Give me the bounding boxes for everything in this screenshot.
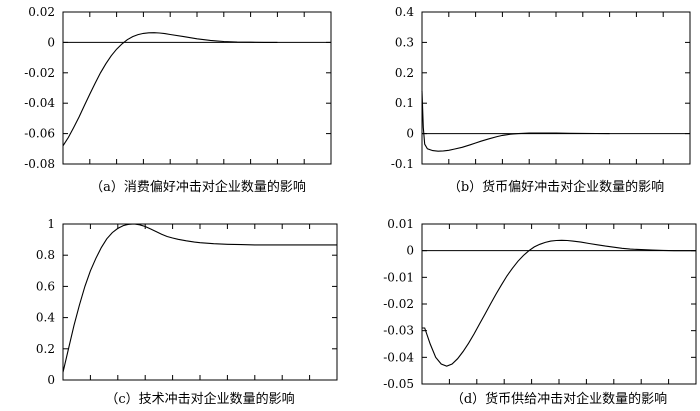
- y-tick-label: 0.2: [36, 342, 55, 356]
- x-axis: [62, 12, 332, 164]
- panel-caption: （c）技术冲击对企业数量的影响: [105, 391, 294, 407]
- y-tick-label: 0.02: [28, 5, 55, 19]
- y-tick-label: 0.1: [395, 96, 414, 110]
- y-tick-label: -0.06: [24, 127, 55, 141]
- y-tick-label: 1: [47, 217, 55, 231]
- y-tick-label: -0.01: [383, 270, 414, 284]
- panel-caption: （b）货币偏好冲击对企业数量的影响: [448, 179, 664, 195]
- series-lines: [422, 239, 696, 367]
- x-axis: [421, 224, 697, 384]
- y-tick-label: -0.02: [383, 297, 414, 311]
- plot-frame: [62, 11, 332, 165]
- series-lines: [62, 32, 331, 147]
- series-line: [62, 32, 278, 147]
- y-tick-label: 0: [406, 244, 414, 258]
- plot-frame: [421, 223, 697, 385]
- x-axis: [62, 224, 338, 380]
- plot-frame: [421, 11, 691, 165]
- y-tick-label: -0.04: [24, 96, 55, 110]
- panel-d: 0.01 0 -0.01 -0.02 -0.03 -0.04 -0.05 （d）货币供给冲击…: [383, 217, 697, 407]
- y-axis: 1 0.8 0.6 0.4 0.2 0: [36, 217, 337, 387]
- y-tick-label: 0: [47, 35, 55, 49]
- panel-a: 0.02 0 -0.02 -0.04 -0.06 -0.08 （a）消费偏好冲击对企业数量…: [24, 5, 332, 195]
- y-tick-label: -0.05: [383, 377, 414, 391]
- y-tick-label: -0.08: [24, 157, 55, 171]
- y-tick-label: 0.8: [36, 248, 55, 262]
- series-lines: [421, 90, 690, 152]
- y-axis: 0.01 0 -0.01 -0.02 -0.03 -0.04 -0.05: [383, 217, 696, 391]
- y-tick-label: 0: [47, 373, 55, 387]
- panel-caption: （d）货币供给冲击对企业数量的影响: [451, 391, 667, 407]
- y-tick-label: -0.1: [391, 157, 414, 171]
- panel-caption: （a）消费偏好冲击对企业数量的影响: [90, 179, 306, 195]
- series-line: [422, 239, 696, 367]
- panel-c: 1 0.8 0.6 0.4 0.2 0 （c）技术冲击对企业数量的影响: [36, 217, 338, 407]
- y-tick-label: 0.4: [395, 5, 414, 19]
- y-tick-label: 0: [406, 127, 414, 141]
- plot-frame: [62, 223, 338, 381]
- y-tick-label: 0.2: [395, 66, 414, 80]
- y-tick-label: 0.6: [36, 279, 55, 293]
- series-line: [421, 90, 610, 152]
- panel-b: 0.4 0.3 0.2 0.1 0 -0.1 （b）货币偏好冲击对企业数量的影响: [391, 5, 691, 195]
- y-tick-label: -0.04: [383, 350, 414, 364]
- series-lines: [62, 223, 337, 373]
- y-tick-label: -0.03: [383, 324, 414, 338]
- y-tick-label: 0.01: [387, 217, 414, 231]
- series-line: [62, 223, 337, 373]
- x-axis: [421, 12, 691, 164]
- y-tick-label: 0.4: [36, 311, 55, 325]
- y-tick-label: -0.02: [24, 66, 55, 80]
- y-tick-label: 0.3: [395, 35, 414, 49]
- y-axis: 0.02 0 -0.02 -0.04 -0.06 -0.08: [24, 5, 331, 171]
- y-axis: 0.4 0.3 0.2 0.1 0 -0.1: [391, 5, 690, 171]
